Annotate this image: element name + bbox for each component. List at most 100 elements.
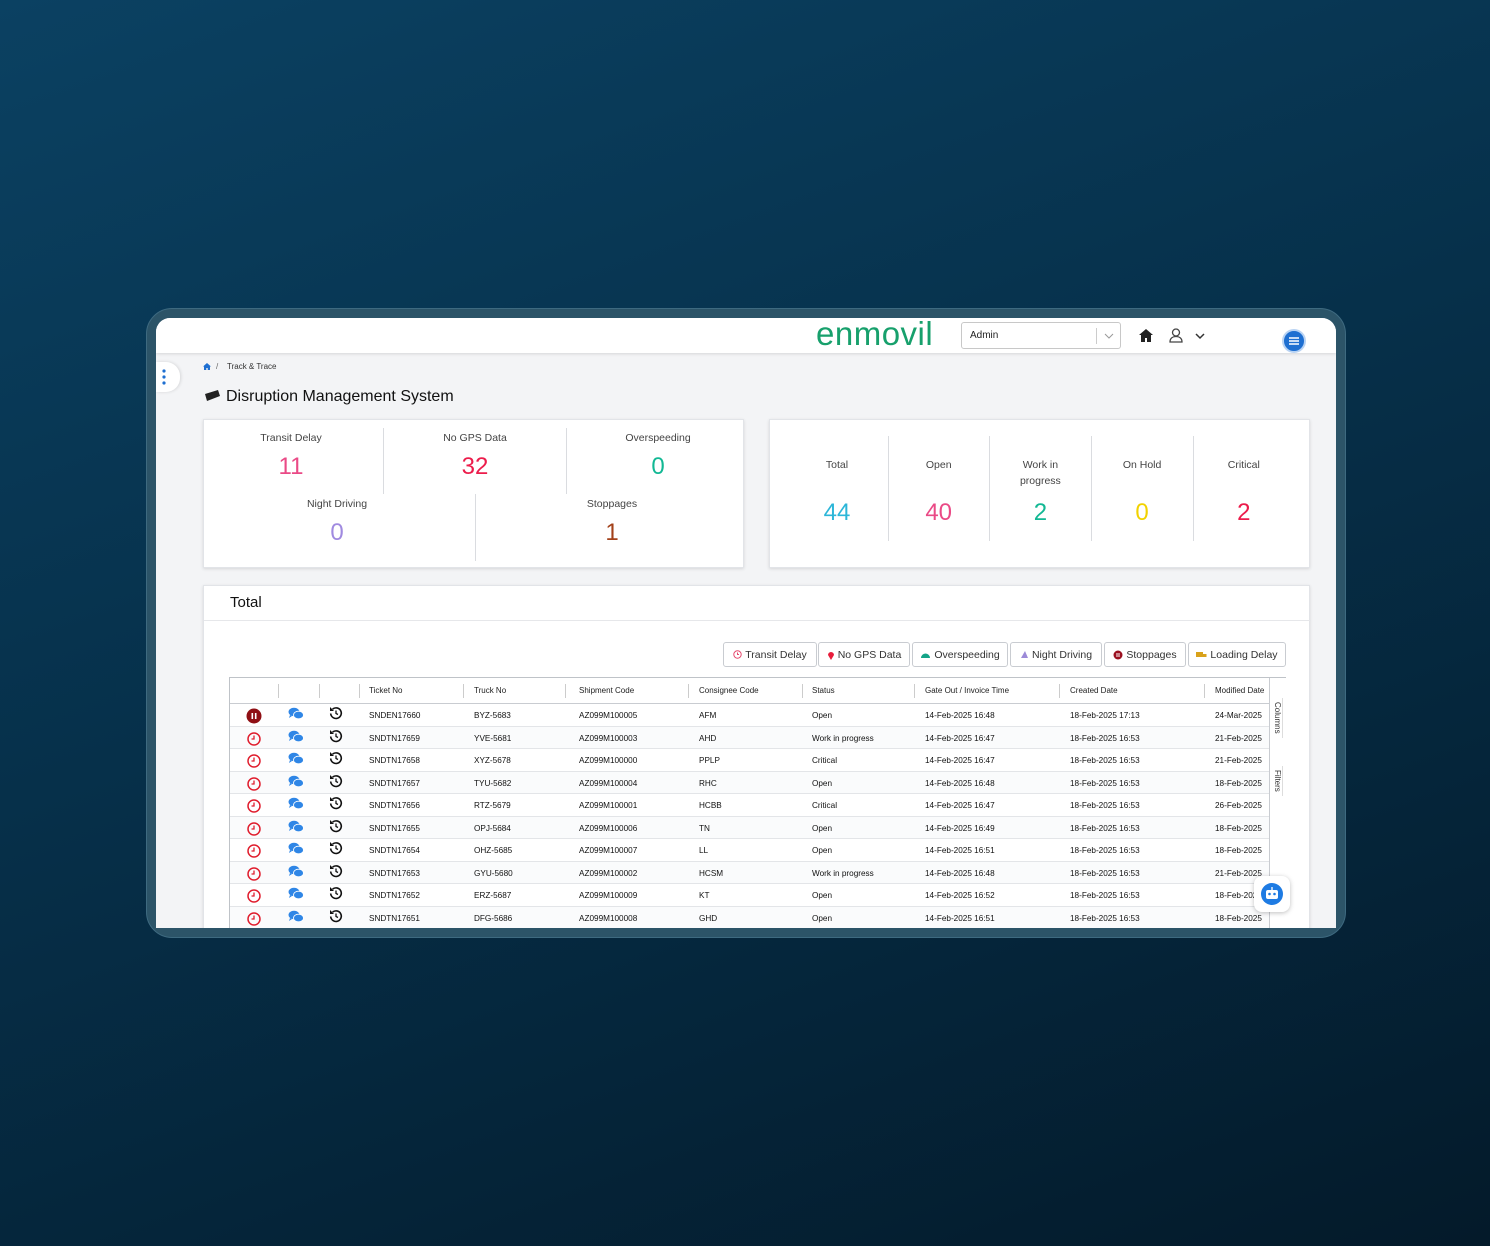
table-cell: Open	[812, 891, 833, 900]
status-count[interactable]: 0	[1135, 499, 1149, 526]
table-cell: AZ099M100002	[579, 868, 638, 878]
delay-icon[interactable]	[247, 911, 261, 929]
delay-icon[interactable]	[247, 799, 261, 818]
side-tab[interactable]: Filters	[1273, 766, 1283, 796]
table-row: SNDTN17656 RTZ-5679 AZ099M100001 HCBB Critic…	[230, 794, 1270, 817]
history-icon[interactable]	[329, 909, 343, 928]
table-cell: Open	[812, 913, 833, 923]
status-count[interactable]: 2	[1237, 499, 1251, 526]
comment-icon[interactable]	[288, 730, 304, 748]
column-header[interactable]: Created Date	[1070, 686, 1118, 695]
chevron	[1104, 333, 1114, 339]
table-cell: 18-Feb-2025 16:53	[1070, 756, 1140, 765]
table-cell: 14-Feb-2025 16:52	[925, 891, 995, 900]
alert-label: Transit Delay	[260, 432, 322, 444]
user-menu-chevron[interactable]	[1195, 332, 1205, 340]
home-icon[interactable]	[1139, 329, 1153, 342]
filter-label: Stoppages	[1126, 648, 1177, 661]
user-icon[interactable]	[1169, 328, 1183, 343]
title-icon	[205, 390, 220, 401]
comment-icon[interactable]	[288, 775, 304, 793]
table-cell: 18-Feb-2025 16:53	[1070, 733, 1140, 743]
column-header[interactable]: Status	[812, 686, 835, 695]
header-divider	[1204, 684, 1205, 698]
table-cell: AZ099M100008	[579, 913, 638, 923]
column-header[interactable]: Shipment Code	[579, 686, 635, 695]
delay-icon[interactable]	[247, 844, 261, 863]
role-select[interactable]: Admin	[961, 322, 1121, 349]
table-cell: PPLP	[699, 756, 720, 765]
breadcrumb-item[interactable]: Track & Trace	[227, 362, 277, 371]
alert-count[interactable]: 0	[330, 519, 344, 546]
column-header[interactable]: Truck No	[474, 686, 507, 695]
filter-button[interactable]: Overspeeding	[912, 642, 1008, 667]
filter-button[interactable]: Stoppages	[1104, 642, 1186, 667]
filter-label: Transit Delay	[745, 648, 807, 661]
table-cell: SNDEN17660	[369, 711, 421, 720]
filter-button[interactable]: Night Driving	[1010, 642, 1102, 667]
alert-count[interactable]: 1	[605, 519, 619, 546]
comment-icon[interactable]	[288, 842, 304, 860]
table-cell: ERZ-5687	[474, 891, 512, 900]
comment-icon[interactable]	[288, 910, 304, 928]
delay-icon[interactable]	[247, 866, 261, 886]
history-icon[interactable]	[329, 706, 343, 725]
column-header[interactable]: Modified Date	[1215, 686, 1265, 695]
table-cell: DFG-5686	[474, 913, 513, 923]
stoppage-icon[interactable]	[246, 708, 262, 729]
history-icon[interactable]	[329, 886, 343, 905]
history-icon[interactable]	[329, 729, 343, 748]
delay-icon[interactable]	[247, 821, 261, 841]
data-table: Ticket No Truck No Shipment Code Consignee …	[229, 677, 1286, 928]
alert-count[interactable]: 32	[461, 453, 489, 480]
comment-icon[interactable]	[288, 707, 304, 725]
alert-count[interactable]: 11	[278, 453, 304, 480]
table-cell: 18-Feb-2025	[1215, 778, 1262, 788]
comment-icon[interactable]	[288, 820, 304, 838]
status-count[interactable]: 44	[823, 499, 851, 526]
table-cell: Work in progress	[812, 733, 874, 743]
comment-icon[interactable]	[288, 887, 304, 905]
history-icon[interactable]	[329, 819, 343, 838]
delay-icon[interactable]	[247, 754, 261, 773]
table-cell: KT	[699, 891, 710, 900]
alert-count[interactable]: 0	[651, 453, 665, 480]
filter-button[interactable]: Transit Delay	[723, 642, 817, 667]
breadcrumb-home[interactable]	[203, 363, 211, 370]
column-header[interactable]: Gate Out / Invoice Time	[925, 686, 1010, 695]
chatbot-button[interactable]	[1254, 876, 1290, 912]
history-icon[interactable]	[329, 751, 343, 770]
column-header[interactable]: Consignee Code	[699, 686, 759, 695]
table-cell: GYU-5680	[474, 868, 513, 878]
history-icon[interactable]	[329, 841, 343, 860]
header-divider	[565, 684, 566, 698]
status-count[interactable]: 2	[1033, 499, 1048, 526]
table-cell: 18-Feb-2025	[1215, 823, 1262, 833]
delay-icon[interactable]	[247, 889, 261, 908]
sidebar-toggle[interactable]	[156, 362, 180, 392]
column-header[interactable]: Ticket No	[369, 686, 403, 695]
table-cell: OPJ-5684	[474, 823, 511, 833]
alert-label: Overspeeding	[625, 432, 691, 444]
status-count[interactable]: 40	[925, 499, 953, 526]
history-icon[interactable]	[329, 796, 343, 815]
comment-icon[interactable]	[288, 865, 304, 883]
filter-button[interactable]: No GPS Data	[818, 642, 910, 667]
comment-icon[interactable]	[288, 797, 304, 815]
comment-icon[interactable]	[288, 752, 304, 770]
filter-button[interactable]: Loading Delay	[1188, 642, 1286, 667]
side-tab[interactable]: Columns	[1273, 698, 1283, 738]
table-cell: HCSM	[699, 868, 724, 878]
history-icon[interactable]	[329, 864, 343, 883]
top-bar: enmovil Admin	[156, 318, 1336, 353]
table-cell: Critical	[812, 756, 838, 765]
table-cell: 14-Feb-2025 16:48	[925, 868, 995, 878]
header-divider	[1059, 684, 1060, 698]
table-cell: 18-Feb-2025	[1215, 846, 1262, 855]
menu-button[interactable]	[1282, 329, 1306, 353]
history-icon[interactable]	[329, 774, 343, 793]
delay-icon[interactable]	[247, 776, 261, 796]
side-panel: Columns Filters	[1269, 678, 1286, 928]
delay-icon[interactable]	[247, 731, 261, 751]
table-cell: SNDTN17653	[369, 868, 420, 878]
